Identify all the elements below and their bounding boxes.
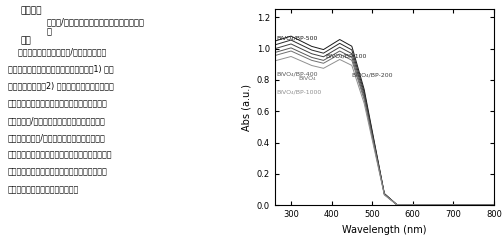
Text: 带隙小、成本低、分散性好、无毒、耐腐蚀性以及: 带隙小、成本低、分散性好、无毒、耐腐蚀性以及 xyxy=(8,151,112,160)
Text: BiVO₄/BP-500: BiVO₄/BP-500 xyxy=(276,36,318,41)
X-axis label: Wavelength (nm): Wavelength (nm) xyxy=(342,225,426,235)
Text: BiVO₄/BP-100: BiVO₄/BP-100 xyxy=(326,54,367,59)
Text: 钒酸铋/黑砂量子点复合光傅化剂的制备方法: 钒酸铋/黑砂量子点复合光傅化剂的制备方法 xyxy=(47,18,145,27)
Text: 制备出的钒酸铋/黑磷量子点复合光催化剂具有: 制备出的钒酸铋/黑磷量子点复合光催化剂具有 xyxy=(8,133,105,142)
Text: 光催化剂的制备方法，其包括以下步骤：1) 制备: 光催化剂的制备方法，其包括以下步骤：1) 制备 xyxy=(8,64,113,73)
Text: 本发明公开了一种钒酸铋/黑磷量子点复合: 本发明公开了一种钒酸铋/黑磷量子点复合 xyxy=(8,47,106,56)
Text: 对可见光响应的优点，使其在光催化、电催化及: 对可见光响应的优点，使其在光催化、电催化及 xyxy=(8,168,107,177)
Text: 发明名称: 发明名称 xyxy=(21,6,42,15)
Text: BiVO₄/BP-1000: BiVO₄/BP-1000 xyxy=(276,90,321,95)
Text: 储能等领域具有重要的应用价值。: 储能等领域具有重要的应用价值。 xyxy=(8,185,79,194)
Text: 摘要: 摘要 xyxy=(21,37,32,46)
Text: 所述钒酸铋/黑磷量子点复合光催化剂。本发明: 所述钒酸铋/黑磷量子点复合光催化剂。本发明 xyxy=(8,116,105,125)
Text: 钒酸铋混合溶液；2) 在钒酸铋混合溶液中加入黑: 钒酸铋混合溶液；2) 在钒酸铋混合溶液中加入黑 xyxy=(8,82,113,91)
Text: 磷量子点溶液，混合均匀后进行水热反应，获得: 磷量子点溶液，混合均匀后进行水热反应，获得 xyxy=(8,99,107,108)
Text: 法: 法 xyxy=(47,27,52,36)
Text: BiVO₄: BiVO₄ xyxy=(298,76,316,81)
Y-axis label: Abs (a.u.): Abs (a.u.) xyxy=(241,84,251,131)
Text: BiVO₄/BP-400: BiVO₄/BP-400 xyxy=(276,71,318,76)
Text: BiVO₄/BP-200: BiVO₄/BP-200 xyxy=(352,73,393,78)
